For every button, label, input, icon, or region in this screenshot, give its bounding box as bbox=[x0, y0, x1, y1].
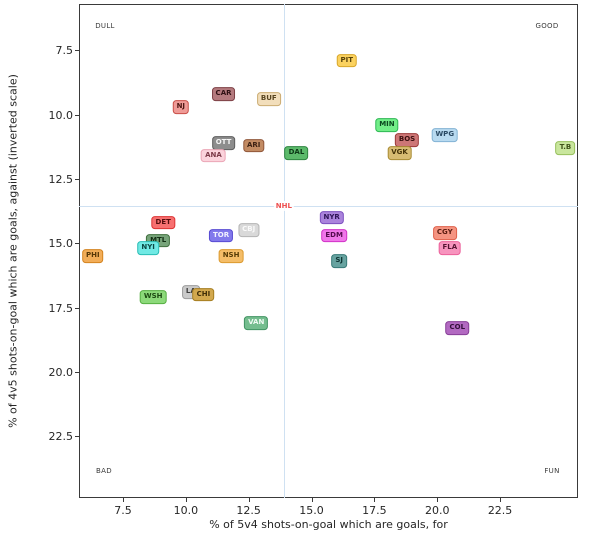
team-label-nyi: NYI bbox=[137, 241, 159, 256]
y-tick-label: 12.5 bbox=[48, 172, 74, 186]
x-tick-label: 15.0 bbox=[299, 504, 324, 517]
y-tick-label: 15.0 bbox=[48, 237, 74, 251]
y-axis-label: % of 4v5 shots-on-goal which are goals, … bbox=[6, 74, 20, 428]
quadrant-label-dull: DULL bbox=[95, 22, 115, 30]
team-label-edm: EDM bbox=[321, 228, 347, 243]
y-tick-label: 7.5 bbox=[55, 44, 74, 58]
x-tick-label: 12.5 bbox=[236, 504, 261, 517]
team-label-nyr: NYR bbox=[319, 210, 344, 225]
team-label-nj: NJ bbox=[172, 100, 190, 114]
x-tick-mark bbox=[311, 498, 313, 502]
y-tick-label: 22.5 bbox=[48, 430, 74, 444]
y-tick-mark bbox=[75, 307, 79, 309]
team-label-ana: ANA bbox=[201, 148, 226, 163]
team-label-fla: FLA bbox=[438, 241, 462, 256]
team-label-wpg: WPG bbox=[431, 128, 459, 143]
y-tick-mark bbox=[75, 371, 79, 373]
team-label-vgk: VGK bbox=[387, 146, 412, 161]
quadrant-label-good: GOOD bbox=[535, 22, 559, 30]
team-label-car: CAR bbox=[211, 87, 236, 101]
team-label-nsh: NSH bbox=[218, 249, 244, 263]
nhl-average-hline bbox=[79, 205, 578, 207]
y-tick-mark bbox=[75, 114, 79, 116]
x-tick-mark bbox=[500, 498, 502, 502]
team-label-chi: CHI bbox=[192, 287, 215, 302]
team-label-tb: T.B bbox=[555, 141, 576, 155]
x-tick-label: 7.5 bbox=[114, 504, 132, 517]
team-label-buf: BUF bbox=[256, 92, 281, 107]
x-tick-mark bbox=[185, 498, 187, 502]
team-label-cgy: CGY bbox=[432, 226, 457, 240]
x-tick-label: 22.5 bbox=[487, 504, 513, 517]
y-tick-mark bbox=[75, 243, 79, 245]
y-tick-mark bbox=[75, 178, 79, 180]
team-label-cbj: CBJ bbox=[238, 223, 260, 238]
team-label-dal: DAL bbox=[284, 146, 309, 161]
team-label-sj: SJ bbox=[331, 254, 347, 269]
quadrant-label-bad: BAD bbox=[96, 467, 112, 475]
quadrant-label-fun: FUN bbox=[544, 467, 560, 475]
y-tick-label: 10.0 bbox=[48, 108, 74, 122]
x-tick-label: 10.0 bbox=[173, 504, 199, 517]
x-tick-mark bbox=[248, 498, 250, 502]
plot-area bbox=[79, 4, 578, 498]
x-tick-label: 17.5 bbox=[362, 504, 387, 517]
x-tick-mark bbox=[122, 498, 124, 502]
team-label-pit: PIT bbox=[336, 53, 357, 68]
team-label-col: COL bbox=[445, 321, 470, 336]
team-label-phi: PHI bbox=[82, 249, 104, 263]
team-label-min: MIN bbox=[375, 118, 399, 132]
y-tick-mark bbox=[75, 50, 79, 52]
team-label-tor: TOR bbox=[208, 228, 234, 243]
y-tick-label: 20.0 bbox=[48, 365, 74, 379]
x-tick-mark bbox=[374, 498, 376, 502]
y-tick-label: 17.5 bbox=[48, 301, 74, 315]
team-label-van: VAN bbox=[244, 316, 269, 330]
x-tick-label: 20.0 bbox=[424, 504, 450, 517]
team-label-ari: ARI bbox=[242, 138, 265, 153]
nhl-average-label: NHL bbox=[273, 200, 294, 211]
team-label-wsh: WSH bbox=[139, 290, 167, 305]
y-tick-mark bbox=[75, 436, 79, 438]
nhl-average-vline bbox=[283, 4, 285, 498]
x-tick-mark bbox=[437, 498, 439, 502]
x-axis-label: % of 5v4 shots-on-goal which are goals, … bbox=[209, 518, 448, 531]
team-label-det: DET bbox=[151, 215, 175, 230]
team-label-bos: BOS bbox=[394, 133, 420, 148]
team-label-ott: OTT bbox=[211, 136, 236, 150]
